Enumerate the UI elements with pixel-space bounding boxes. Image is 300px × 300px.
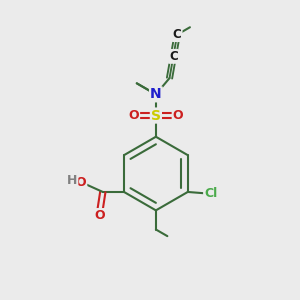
- Text: Cl: Cl: [204, 187, 218, 200]
- Text: O: O: [173, 109, 183, 122]
- Text: O: O: [76, 176, 86, 189]
- Text: S: S: [151, 109, 161, 122]
- Text: C: C: [173, 28, 182, 41]
- Text: H: H: [67, 174, 77, 187]
- Text: N: N: [150, 87, 162, 101]
- Text: C: C: [169, 50, 178, 63]
- Text: O: O: [128, 109, 139, 122]
- Text: O: O: [94, 209, 105, 222]
